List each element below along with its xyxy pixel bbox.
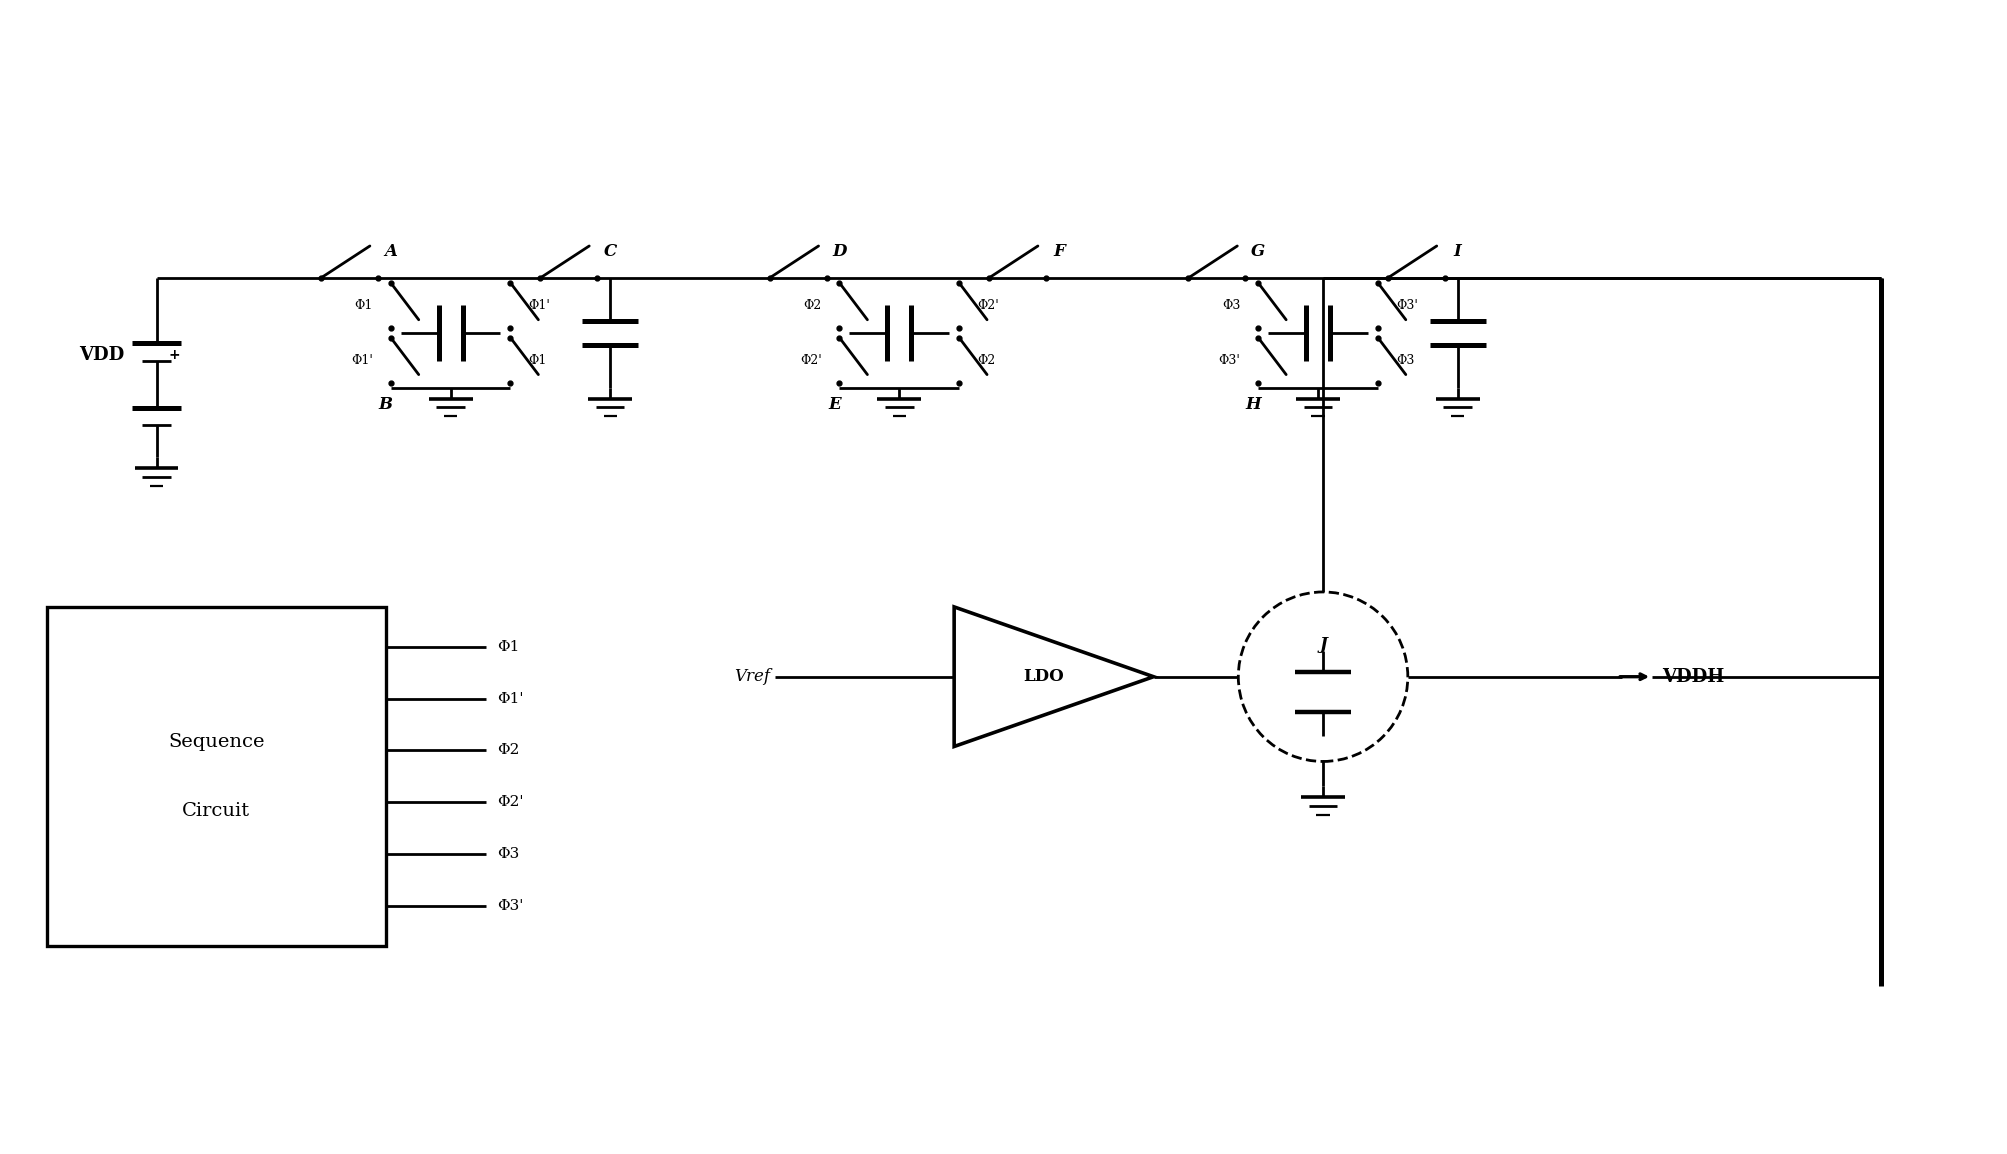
Text: Φ3': Φ3' [1218, 353, 1240, 367]
Text: C: C [604, 243, 616, 260]
Text: Φ2: Φ2 [977, 353, 995, 367]
Text: Φ1': Φ1' [351, 353, 373, 367]
Text: Φ2: Φ2 [498, 743, 520, 757]
Text: H: H [1244, 396, 1260, 412]
Text: E: E [827, 396, 841, 412]
Text: Φ2: Φ2 [803, 299, 821, 312]
Text: Φ1: Φ1 [498, 639, 520, 654]
Text: Φ3: Φ3 [1395, 353, 1413, 367]
Text: Φ1: Φ1 [355, 299, 373, 312]
Text: G: G [1250, 243, 1264, 260]
Text: B: B [379, 396, 393, 412]
Text: Vref: Vref [733, 668, 769, 685]
Text: +: + [169, 347, 181, 361]
Text: Φ3': Φ3' [1395, 299, 1417, 312]
Text: Φ2': Φ2' [977, 299, 997, 312]
Text: Sequence: Sequence [169, 733, 265, 750]
Text: Φ3: Φ3 [1222, 299, 1240, 312]
Text: Φ2': Φ2' [799, 353, 821, 367]
Text: I: I [1453, 243, 1461, 260]
Text: Φ3': Φ3' [498, 899, 524, 913]
Text: Φ1: Φ1 [528, 353, 546, 367]
Text: Φ1': Φ1' [528, 299, 550, 312]
Text: Φ1': Φ1' [498, 691, 524, 705]
Bar [46, 607, 385, 946]
Text: J: J [1319, 636, 1327, 653]
Text: D: D [831, 243, 847, 260]
Text: Circuit: Circuit [183, 802, 251, 820]
Text: LDO: LDO [1024, 668, 1064, 685]
Text: A: A [383, 243, 397, 260]
Text: Φ3: Φ3 [498, 847, 520, 861]
Text: VDDH: VDDH [1662, 668, 1724, 685]
Text: Φ2': Φ2' [498, 795, 524, 809]
Text: VDD: VDD [78, 346, 124, 365]
Text: F: F [1052, 243, 1064, 260]
